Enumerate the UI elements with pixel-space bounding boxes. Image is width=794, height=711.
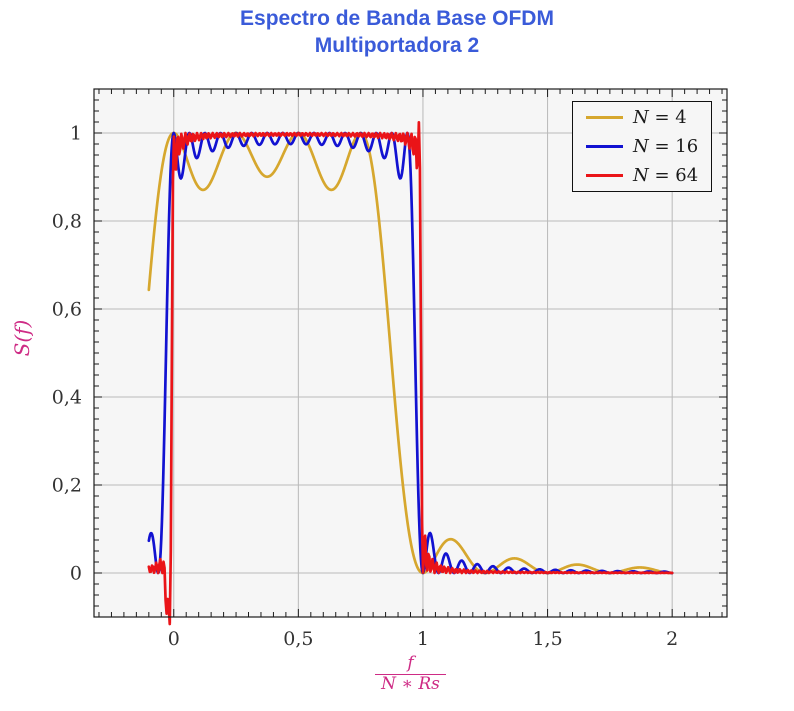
series-line-N64 <box>147 121 674 626</box>
legend-label-n64: N = 64 <box>633 165 699 187</box>
legend-swatch-n4 <box>586 115 623 119</box>
y-tick-label: 0 <box>70 563 82 585</box>
grid-lines <box>94 89 727 617</box>
legend-swatch-n16 <box>586 144 623 149</box>
legend-swatch-n64 <box>586 174 623 178</box>
legend: N = 4 N = 16 N = 64 <box>572 101 712 192</box>
chart-title: Espectro de Banda Base OFDM Multiportado… <box>0 5 794 59</box>
tick-labels: 0 0,5 1 1,5 2 0 0,2 0,4 0,6 0,8 1 <box>52 123 678 651</box>
plot-frame <box>93 88 728 618</box>
x-axis-label-denominator: N ∗ Rs <box>375 673 446 695</box>
x-tick-label: 0 <box>168 628 180 650</box>
x-tick-label: 1 <box>417 628 429 650</box>
x-axis-label-numerator: f <box>407 653 414 673</box>
legend-item-n4: N = 4 <box>573 103 711 131</box>
y-tick-label: 0,2 <box>52 475 82 497</box>
y-tick-label: 0,6 <box>52 299 82 321</box>
chart-title-line2: Multiportadora 2 <box>314 34 480 57</box>
series-curves <box>147 121 674 626</box>
x-axis-label-fraction: f N ∗ Rs <box>375 653 446 695</box>
legend-item-n16: N = 16 <box>573 133 711 161</box>
x-axis-label: f N ∗ Rs <box>94 653 727 694</box>
legend-label-n4: N = 4 <box>633 106 687 128</box>
y-tick-label: 0,4 <box>52 387 82 409</box>
x-tick-label: 0,5 <box>283 628 313 650</box>
x-tick-label: 2 <box>666 628 678 650</box>
legend-item-n64: N = 64 <box>573 162 711 190</box>
y-tick-label: 1 <box>70 123 82 145</box>
legend-label-n16: N = 16 <box>633 136 699 157</box>
y-tick-label: 0,8 <box>52 211 82 233</box>
y-axis-label: S(f) <box>10 308 34 368</box>
chart-title-line1: Espectro de Banda Base OFDM <box>240 7 554 30</box>
y-axis-label-text: S(f) <box>10 319 34 357</box>
x-tick-label: 1,5 <box>532 628 562 650</box>
